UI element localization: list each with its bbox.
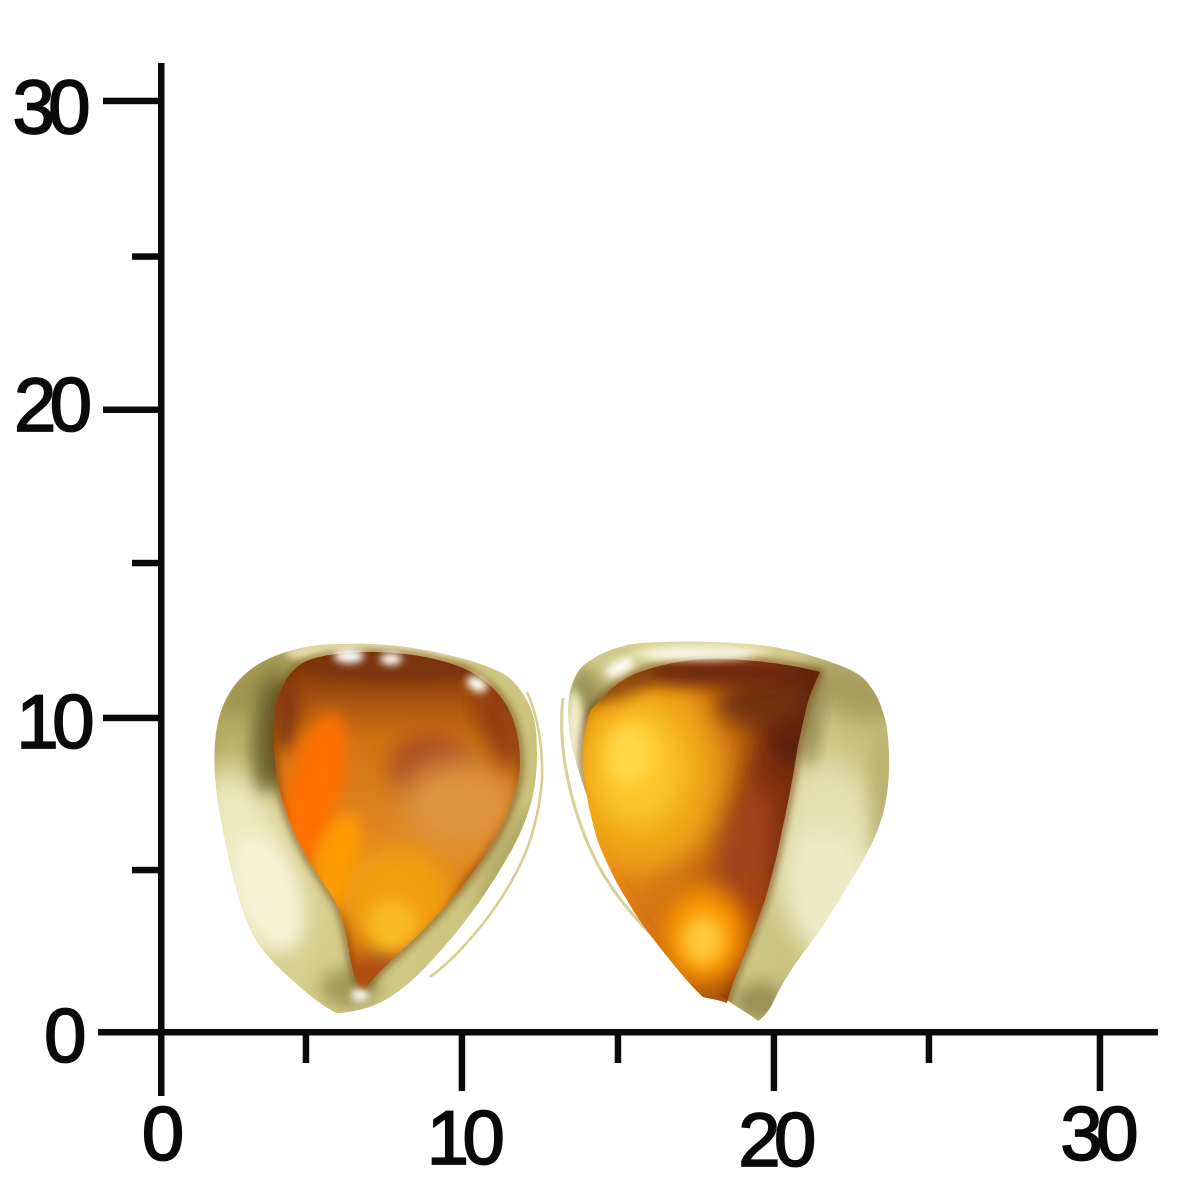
svg-text:0: 0 xyxy=(142,1092,182,1177)
svg-text:20: 20 xyxy=(738,1098,814,1183)
svg-text:10: 10 xyxy=(16,680,92,765)
svg-text:0: 0 xyxy=(44,994,84,1079)
svg-text:20: 20 xyxy=(14,363,90,448)
svg-text:10: 10 xyxy=(427,1096,503,1181)
svg-text:30: 30 xyxy=(1060,1092,1136,1177)
svg-text:30: 30 xyxy=(13,66,89,151)
